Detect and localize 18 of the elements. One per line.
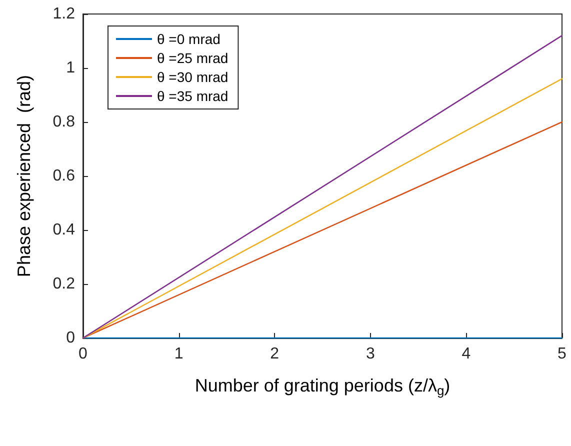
x-tick-label: 0 — [78, 346, 88, 362]
y-tick-label: 0.4 — [52, 222, 76, 238]
x-tick-label: 2 — [270, 346, 280, 362]
x-tick-label: 4 — [462, 346, 471, 362]
x-tick-label: 1 — [174, 346, 184, 362]
y-tick-label: 0.6 — [52, 168, 76, 184]
legend-label: θ =30 mrad — [157, 69, 228, 85]
y-tick-label: 1.2 — [52, 6, 76, 22]
x-tick-label: 5 — [558, 346, 567, 362]
y-axis-title: Phase experienced (rad) — [14, 74, 34, 278]
y-tick-label: 0 — [66, 330, 76, 346]
y-tick-label: 0.8 — [52, 114, 76, 130]
legend-label: θ =35 mrad — [157, 88, 228, 104]
y-tick-label: 1 — [66, 60, 76, 76]
y-tick-label: 0.2 — [52, 276, 76, 292]
x-tick-label: 3 — [366, 346, 375, 362]
legend-label: θ =0 mrad — [157, 31, 220, 47]
legend-label: θ =25 mrad — [157, 50, 228, 66]
